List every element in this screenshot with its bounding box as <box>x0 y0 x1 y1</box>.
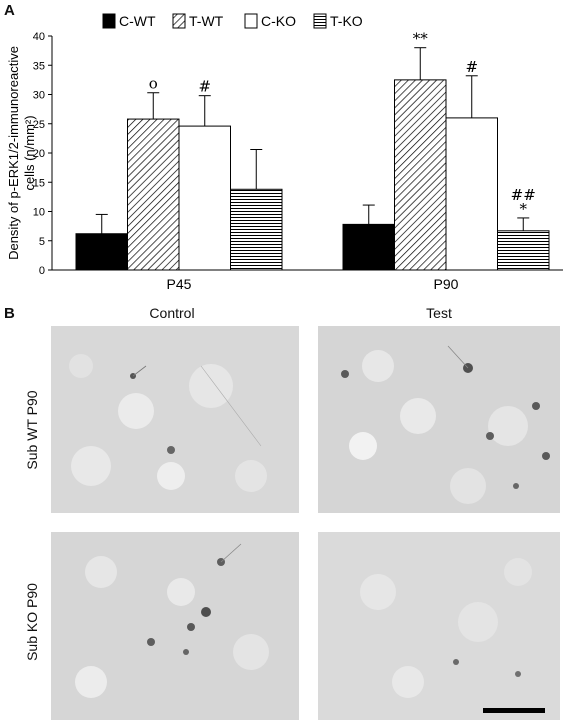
significance-marker: # <box>465 58 478 76</box>
bar-t-wt-p45 <box>127 118 180 271</box>
legend-swatch-t-ko <box>313 13 327 29</box>
y-tick-label: 0 <box>39 265 45 277</box>
row-label-sub-wt-p90: Sub WT P90 <box>24 390 40 470</box>
significance-marker: ## <box>511 186 536 204</box>
row-label-sub-ko-p90: Sub KO P90 <box>24 583 40 661</box>
x-tick-label: P45 <box>167 276 192 292</box>
column-title-control: Control <box>149 305 195 321</box>
bar-c-ko-p90 <box>445 117 498 271</box>
y-axis-label: Density of p-ERK1/2-immunoreactivecells … <box>6 46 37 260</box>
y-tick-label: 5 <box>39 236 45 248</box>
x-tick-label: P90 <box>434 276 459 292</box>
y-tick-label: 40 <box>33 31 45 43</box>
bar-c-ko-p45 <box>178 125 231 271</box>
bar-c-wt-p45 <box>75 233 128 271</box>
y-tick-label: 10 <box>33 207 45 219</box>
micrograph-wt-control <box>51 326 299 513</box>
significance-marker: * <box>520 200 528 218</box>
y-tick-label: 35 <box>33 60 45 72</box>
significance-marker: o <box>149 75 158 93</box>
scale-bar <box>483 708 545 713</box>
bar-t-wt-p90 <box>394 79 447 271</box>
legend-label-t-wt: T-WT <box>189 13 224 29</box>
bar-t-ko-p45 <box>230 188 283 271</box>
legend-label-c-wt: C-WT <box>119 13 156 29</box>
y-tick-label: 25 <box>33 119 45 131</box>
bar-t-ko-p90 <box>497 230 550 271</box>
y-tick-label: 15 <box>33 177 45 189</box>
significance-marker: # <box>198 78 211 96</box>
significance-marker: ** <box>413 30 429 48</box>
bar-chart: 0 5 10 15 20 25 30 35 40 Density of p-ERK1/2-immu… <box>6 13 563 292</box>
panel-b-label: B <box>4 305 15 322</box>
micrograph-ko-test <box>318 532 560 720</box>
bar-c-wt-p90 <box>342 223 395 271</box>
micrograph-ko-control <box>51 532 299 720</box>
column-title-test: Test <box>426 305 452 321</box>
legend-swatch-c-wt <box>102 13 116 29</box>
legend-swatch-c-ko <box>244 13 258 29</box>
micrograph-wt-test <box>318 326 560 513</box>
y-tick-label: 30 <box>33 90 45 102</box>
legend-swatch-t-wt <box>172 13 186 29</box>
legend-label-t-ko: T-KO <box>330 13 363 29</box>
y-tick-label: 20 <box>33 148 45 160</box>
panel-a-label: A <box>4 2 15 19</box>
legend-label-c-ko: C-KO <box>261 13 296 29</box>
